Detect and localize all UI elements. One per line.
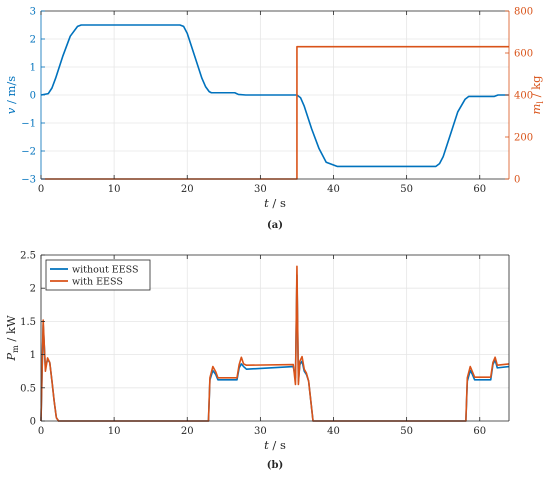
y-tick-label: −3 [21,175,36,186]
y-tick-label: 0 [30,91,36,102]
y-tick-label: −1 [21,119,36,130]
y-tick-label: 2 [30,35,36,46]
y2-tick-label: 200 [514,133,533,144]
y-tick-label: −2 [21,147,36,158]
y-tick-label: 1 [30,63,36,74]
x-tick-label: 0 [38,184,44,195]
legend-label: with EESS [72,277,123,288]
x-axis-label: t / s [264,196,286,210]
x-tick-label: 50 [400,426,413,437]
y-tick-label: 3 [30,7,36,18]
x-tick-label: 40 [327,426,340,437]
y2-tick-label: 0 [514,175,520,186]
x-tick-label: 60 [473,426,486,437]
y-tick-label: 0.5 [20,383,36,394]
legend-label: without EESS [72,265,139,276]
y-tick-label: 1 [30,350,36,361]
y-tick-label: 0 [30,417,36,428]
y2-tick-label: 400 [514,91,533,102]
y2-tick-label: 600 [514,49,533,60]
legend-box [45,259,151,291]
y2-axis-label: ml / kg [529,75,545,115]
series-line-with-eess [40,265,510,422]
x-tick-label: 0 [38,426,44,437]
series-line-0 [40,24,509,168]
series-line-without-eess [40,274,510,422]
x-axis-label: t / s [264,438,286,452]
chart-1: 0 10 20 30 40 50 60 0 0.5 1 1.5 2 2.5 t / s Pm / kW wit… [4,251,510,471]
x-tick-label: 20 [181,184,194,195]
x-tick-label: 40 [327,184,340,195]
y2-tick-label: 800 [514,7,533,18]
x-tick-label: 10 [108,426,121,437]
x-tick-label: 50 [400,184,413,195]
x-tick-label: 60 [473,184,486,195]
y-axis-label: v / m/s [4,76,18,114]
figure-caption: (b) [267,460,283,471]
y-axis-label: Pm / kW [4,315,20,361]
x-tick-label: 30 [254,184,267,195]
figure-caption: (a) [267,220,283,231]
x-tick-label: 30 [254,426,267,437]
x-tick-label: 10 [108,184,121,195]
series-line-1 [41,45,509,180]
y-tick-label: 1.5 [20,317,36,328]
y-tick-label: 2.5 [20,251,36,262]
x-tick-label: 20 [181,426,194,437]
y-tick-label: 2 [30,284,36,295]
